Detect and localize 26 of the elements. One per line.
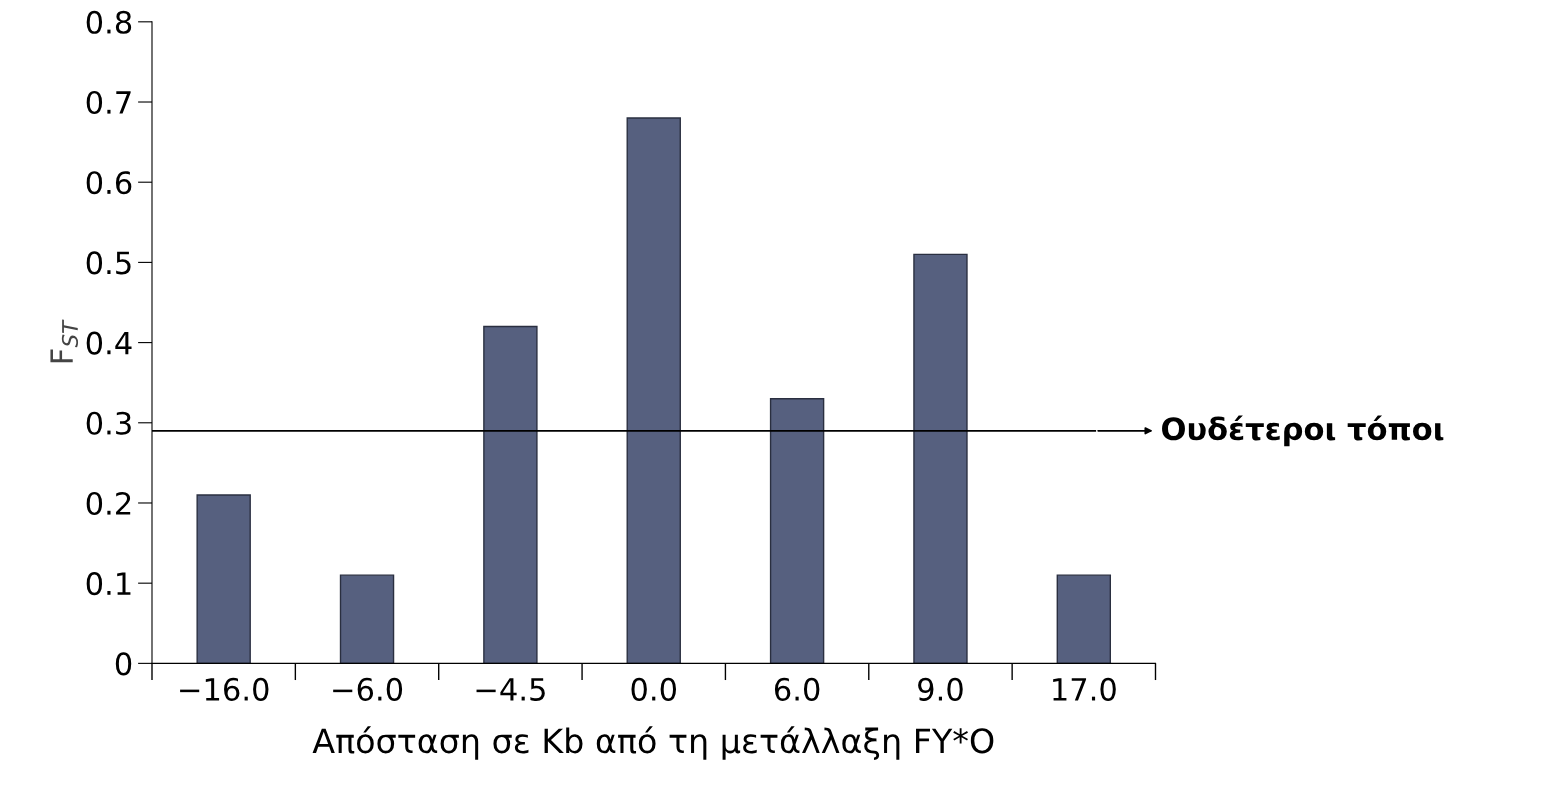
- x-tick-label: −6.0: [333, 677, 403, 701]
- y-tick-label: 0.4: [86, 331, 132, 355]
- y-tick-label: 0.8: [86, 10, 132, 34]
- y-tick-label: 0.7: [86, 90, 131, 115]
- bar: [913, 253, 968, 664]
- bar: [1056, 574, 1112, 664]
- x-axis-title: Απόσταση σε Kb από τη μετάλλαξη FY*O: [312, 726, 994, 760]
- x-tick-label: −16.0: [180, 677, 269, 701]
- bar: [626, 117, 681, 664]
- bar: [196, 494, 251, 664]
- bar: [339, 574, 395, 664]
- x-tick-label: 17.0: [1053, 677, 1116, 701]
- bar: [769, 398, 825, 664]
- x-tick-label: −4.5: [476, 678, 545, 701]
- y-tick-label: 0.1: [86, 572, 131, 596]
- y-tick-label: 0.6: [86, 171, 132, 195]
- ref-line-label: Ουδέτεροι τόποι: [1162, 415, 1444, 447]
- y-tick-label: 0: [115, 652, 132, 676]
- bar: [483, 325, 538, 664]
- x-tick-label: 9.0: [918, 677, 963, 701]
- x-tick-label: 0.0: [631, 677, 677, 701]
- y-tick-label: 0.3: [86, 411, 131, 435]
- x-tick-label: 6.0: [774, 677, 820, 701]
- y-tick-label: 0.2: [86, 491, 131, 516]
- y-axis-title: F$_{ST}$: [50, 319, 79, 363]
- y-tick-label: 0.5: [86, 251, 131, 275]
